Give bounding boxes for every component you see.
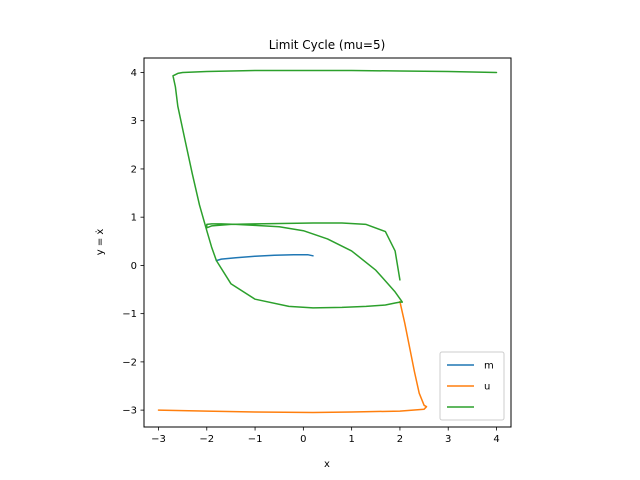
y-axis-label: y = ẋ	[95, 229, 106, 256]
y-axis: −3 −2 −1 0 1 2 3 4	[122, 68, 144, 417]
x-tick-label: 3	[445, 434, 451, 445]
plot-frame	[143, 57, 512, 428]
y-tick-label: 3	[131, 116, 137, 127]
legend: mu	[439, 351, 505, 421]
x-axis: −3 −2 −1 0 1 2 3 4	[151, 427, 500, 445]
x-tick-label: −2	[199, 434, 214, 445]
series-line-1	[157, 300, 428, 414]
y-tick-label: 1	[131, 213, 137, 224]
y-tick-label: −3	[122, 406, 137, 417]
series-line-0	[215, 254, 314, 262]
y-tick-label: −1	[122, 309, 137, 320]
y-tick-label: 4	[131, 68, 137, 79]
y-tick-label: 0	[131, 261, 137, 272]
legend-label-0: m	[484, 361, 494, 372]
x-tick-label: 1	[348, 434, 354, 445]
chart-title: Limit Cycle (mu=5)	[269, 38, 386, 52]
plot-lines	[157, 69, 498, 414]
x-axis-label: x	[324, 459, 330, 470]
x-tick-label: 0	[300, 434, 306, 445]
legend-label-1: u	[484, 382, 490, 393]
x-tick-label: −3	[151, 434, 166, 445]
x-tick-label: 2	[397, 434, 403, 445]
x-tick-label: 4	[493, 434, 499, 445]
y-tick-label: 2	[131, 164, 137, 175]
x-tick-label: −1	[248, 434, 263, 445]
y-tick-label: −2	[122, 357, 137, 368]
series-line-2	[172, 69, 498, 309]
